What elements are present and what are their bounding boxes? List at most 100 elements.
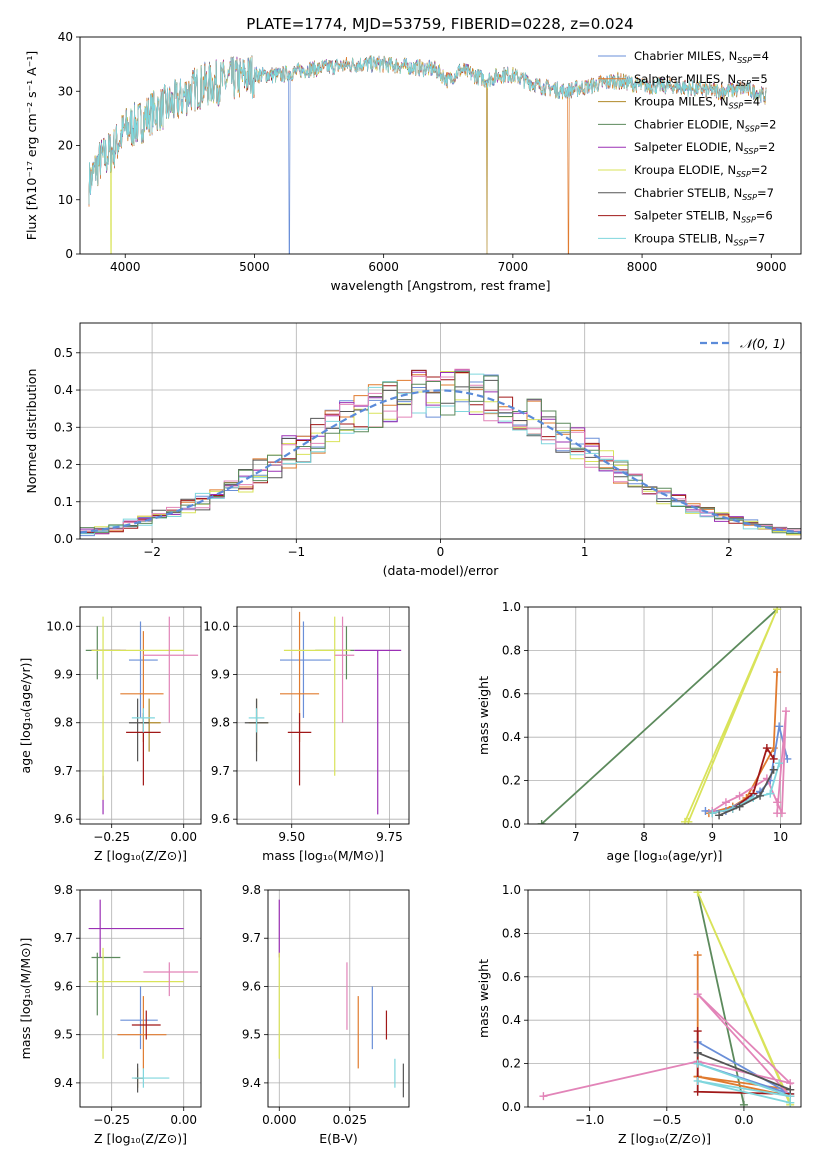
x-axis-label: Z [log₁₀(Z/Z⊙)] xyxy=(94,848,187,863)
legend-entry: Salpeter MILES, NSSP=5 xyxy=(634,72,768,88)
x-axis-label: wavelength [Angstrom, rest frame] xyxy=(330,278,550,293)
weight-marker xyxy=(769,754,778,763)
axes-frame xyxy=(79,606,202,825)
axes-frame xyxy=(79,322,802,540)
y-tick-label: 10.0 xyxy=(203,619,230,633)
legend-entry: Salpeter STELIB, NSSP=6 xyxy=(634,209,773,225)
mass-vs-Z-panel: −0.25 0.00 9.4 9.5 9.6 9.7 9.8 Z [log₁₀(Z/Z⊙)] m… xyxy=(18,883,202,1146)
x-tick-label: 9.75 xyxy=(376,830,403,844)
legend: 𝒩(0, 1) xyxy=(700,336,786,351)
weight-marker xyxy=(693,1048,702,1057)
y-tick-label: 30 xyxy=(58,84,73,98)
weight-line xyxy=(696,891,792,1106)
weight-vs-Z-plot xyxy=(539,890,795,1107)
x-tick-label: −0.25 xyxy=(93,1113,130,1127)
normal-curve xyxy=(80,389,801,534)
weight-marker xyxy=(775,759,784,768)
axes-frame xyxy=(267,889,410,1108)
x-tick-label: 0.00 xyxy=(170,830,197,844)
y-tick-label: 10 xyxy=(58,193,73,207)
y-tick-label: 0.8 xyxy=(502,643,521,657)
weight-vs-Z-panel: −1.0 −0.5 0.0 0.0 0.2 0.4 0.6 0.8 1.0 Z [log₁₀(Z/… xyxy=(476,883,802,1146)
weight-line xyxy=(718,769,775,817)
x-axis-label: E(B-V) xyxy=(319,1131,358,1146)
legend-entry: Chabrier STELIB, NSSP=7 xyxy=(634,186,774,202)
y-axis-label: Normed distribution xyxy=(24,369,39,494)
y-tick-label: 0 xyxy=(65,247,73,261)
weight-marker xyxy=(786,1098,795,1107)
y-tick-label: 9.9 xyxy=(211,668,230,682)
y-tick-label: 9.5 xyxy=(242,1028,261,1042)
axes-frame xyxy=(79,36,802,255)
weight-marker xyxy=(735,802,744,811)
weight-vs-age-panel: 7 8 9 10 0.0 0.2 0.4 0.6 0.8 1.0 age [log₁₀(age/yr… xyxy=(476,600,802,863)
weight-marker xyxy=(715,811,724,820)
weight-marker xyxy=(693,1027,702,1036)
weight-marker xyxy=(769,765,778,774)
legend-entry: Kroupa STELIB, NSSP=7 xyxy=(634,231,765,247)
weight-marker xyxy=(773,668,782,677)
weight-marker xyxy=(721,798,730,807)
y-tick-label: 0.3 xyxy=(54,420,73,434)
x-tick-label: 9 xyxy=(708,830,716,844)
weight-marker xyxy=(773,809,782,818)
legend-entry: 𝒩(0, 1) xyxy=(740,336,786,351)
spectrum-line xyxy=(88,55,767,205)
y-tick-label: 20 xyxy=(58,139,73,153)
y-tick-label: 0.4 xyxy=(502,1013,521,1027)
y-tick-label: 0.6 xyxy=(502,687,521,701)
y-axis-label: Flux [fλ10⁻¹⁷ erg cm⁻² s⁻¹ A⁻¹] xyxy=(24,51,39,240)
age-vs-mass-panel: 9.50 9.75 9.6 9.7 9.8 9.9 10.0 mass [log₁₀(M/M⊙… xyxy=(203,606,410,863)
legend: Chabrier MILES, NSSP=4 Salpeter MILES, NS… xyxy=(598,49,776,247)
y-axis-label: age [log₁₀(age/yr)] xyxy=(18,658,33,774)
weight-marker xyxy=(701,806,710,815)
y-tick-label: 9.8 xyxy=(54,716,73,730)
x-tick-label: 5000 xyxy=(239,260,270,274)
mass-vs-Z-plot xyxy=(88,899,199,1093)
y-tick-label: 9.7 xyxy=(54,931,73,945)
x-tick-label: 0.0 xyxy=(734,1113,753,1127)
axes-frame xyxy=(79,889,202,1108)
weight-marker xyxy=(693,1076,702,1085)
y-tick-label: 9.7 xyxy=(54,764,73,778)
weight-marker xyxy=(693,1059,702,1068)
x-tick-label: 4000 xyxy=(110,260,141,274)
y-axis-label: mass weight xyxy=(476,676,491,755)
y-axis-label: mass weight xyxy=(476,959,491,1038)
y-tick-label: 0.0 xyxy=(502,1100,521,1114)
mass-vs-EBV-plot xyxy=(278,899,404,1098)
mass-vs-EBV-panel: 0.000 0.025 9.4 9.5 9.6 9.7 9.8 E(B-V) xyxy=(242,883,410,1146)
weight-vs-age-plot xyxy=(537,607,792,824)
x-tick-label: −1 xyxy=(287,545,305,559)
y-tick-label: 0.8 xyxy=(502,926,521,940)
y-tick-label: 0.2 xyxy=(502,1057,521,1071)
weight-marker xyxy=(773,798,782,807)
weight-line xyxy=(697,1051,791,1091)
residuals-plot xyxy=(80,368,801,537)
axes-frame xyxy=(527,889,802,1108)
weight-marker xyxy=(693,1087,702,1096)
age-vs-Z-panel: −0.25 0.00 9.6 9.7 9.8 9.9 10.0 Z [log₁₀(Z/Z⊙)]… xyxy=(18,606,202,863)
y-tick-label: 9.8 xyxy=(54,883,73,897)
spectrum-plot xyxy=(88,55,767,254)
x-axis-label: mass [log₁₀(M/M⊙)] xyxy=(262,848,384,863)
x-tick-label: −1.0 xyxy=(575,1113,604,1127)
weight-line xyxy=(696,892,745,1105)
legend-entry: Kroupa MILES, NSSP=4 xyxy=(634,95,760,111)
y-tick-label: 1.0 xyxy=(502,883,521,897)
x-tick-label: 0.000 xyxy=(262,1113,296,1127)
y-tick-label: 0.6 xyxy=(502,970,521,984)
weight-marker xyxy=(781,707,790,716)
axes-frame xyxy=(527,606,802,825)
age-vs-Z-plot xyxy=(85,616,199,815)
y-tick-label: 1.0 xyxy=(502,600,521,614)
weight-line xyxy=(540,608,778,824)
weight-marker xyxy=(756,791,765,800)
x-tick-label: 2 xyxy=(725,545,733,559)
y-tick-label: 9.5 xyxy=(54,1028,73,1042)
weight-marker xyxy=(775,722,784,731)
y-tick-label: 0.0 xyxy=(54,532,73,546)
weight-marker xyxy=(762,744,771,753)
y-tick-label: 0.4 xyxy=(54,383,73,397)
